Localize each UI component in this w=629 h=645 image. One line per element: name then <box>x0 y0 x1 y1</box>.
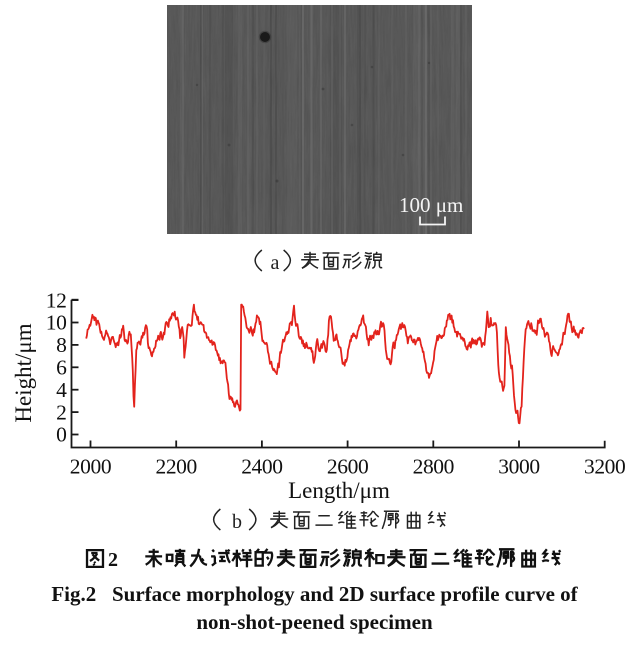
svg-text:b: b <box>232 511 242 533</box>
svg-text:10: 10 <box>46 311 67 335</box>
svg-text:0: 0 <box>56 423 66 447</box>
svg-text:3000: 3000 <box>498 455 539 479</box>
svg-text:2400: 2400 <box>241 455 282 479</box>
svg-text:100 μm: 100 μm <box>399 193 463 217</box>
svg-text:2800: 2800 <box>413 455 454 479</box>
svg-text:12: 12 <box>46 288 67 312</box>
svg-text:6: 6 <box>56 356 67 380</box>
svg-text:2200: 2200 <box>155 455 196 479</box>
svg-text:Length/μm: Length/μm <box>288 478 390 503</box>
svg-text:3200: 3200 <box>584 455 625 479</box>
svg-text:2: 2 <box>108 549 118 571</box>
svg-text:a: a <box>271 252 280 274</box>
svg-text:4: 4 <box>56 378 67 402</box>
svg-text:2000: 2000 <box>70 455 111 479</box>
svg-text:2: 2 <box>56 400 66 424</box>
svg-text:8: 8 <box>56 333 66 357</box>
svg-text:2600: 2600 <box>327 455 368 479</box>
svg-text:Height/μm: Height/μm <box>11 323 36 422</box>
